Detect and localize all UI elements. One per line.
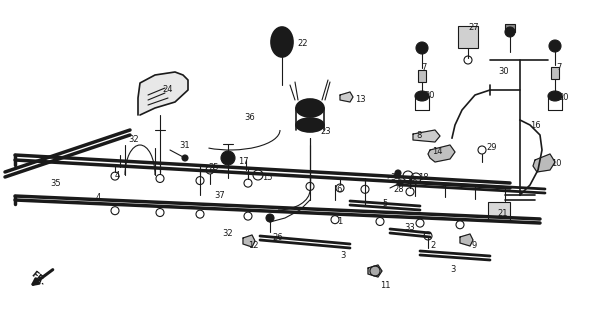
Text: 18: 18	[418, 173, 429, 182]
Ellipse shape	[296, 99, 324, 117]
Text: 4: 4	[96, 194, 101, 203]
Bar	[488, 202, 510, 220]
Circle shape	[505, 27, 515, 37]
Text: 37: 37	[214, 190, 225, 199]
Text: 1: 1	[337, 218, 342, 227]
Text: 22: 22	[297, 38, 308, 47]
Text: 34: 34	[390, 173, 400, 182]
Circle shape	[221, 151, 235, 165]
Text: 26: 26	[272, 233, 282, 242]
Circle shape	[397, 180, 403, 186]
Text: 3: 3	[340, 251, 345, 260]
Bar	[488, 202, 510, 220]
Text: 17: 17	[238, 156, 249, 165]
Text: 20: 20	[424, 91, 435, 100]
Text: 29: 29	[486, 143, 497, 153]
Ellipse shape	[415, 91, 429, 101]
Circle shape	[266, 214, 274, 222]
Polygon shape	[460, 234, 473, 246]
Bar	[458, 26, 478, 48]
Text: 5: 5	[382, 198, 387, 207]
Text: 30: 30	[498, 68, 508, 76]
Text: 31: 31	[179, 140, 190, 149]
Text: 12: 12	[248, 241, 258, 250]
Ellipse shape	[271, 27, 293, 57]
Text: 6: 6	[336, 186, 341, 195]
Polygon shape	[533, 154, 555, 172]
Text: 20: 20	[558, 92, 569, 101]
Text: 36: 36	[244, 114, 255, 123]
Text: 4: 4	[115, 172, 120, 180]
Polygon shape	[340, 92, 353, 102]
Text: 24: 24	[162, 85, 173, 94]
Circle shape	[182, 155, 188, 161]
Bar	[505, 24, 515, 32]
Text: 19: 19	[407, 179, 418, 188]
Text: 13: 13	[355, 95, 365, 105]
Text: 28: 28	[393, 186, 403, 195]
Text: 35: 35	[50, 179, 61, 188]
Polygon shape	[428, 145, 455, 162]
Text: 8: 8	[416, 132, 421, 140]
Ellipse shape	[296, 118, 324, 132]
Text: 14: 14	[432, 148, 443, 156]
Text: FR.: FR.	[29, 269, 47, 287]
Text: 10: 10	[551, 159, 561, 169]
Bar	[458, 26, 478, 48]
Text: 15: 15	[262, 173, 273, 182]
Polygon shape	[413, 130, 440, 142]
Bar	[505, 24, 515, 32]
Polygon shape	[368, 265, 382, 277]
Ellipse shape	[548, 91, 562, 101]
Bar	[418, 70, 426, 82]
Bar	[551, 67, 559, 79]
Circle shape	[416, 42, 428, 54]
Text: 32: 32	[222, 229, 233, 238]
Text: 7: 7	[556, 63, 561, 73]
Text: 23: 23	[320, 126, 330, 135]
Circle shape	[395, 170, 401, 176]
Text: 27: 27	[468, 23, 479, 33]
Text: 16: 16	[530, 122, 540, 131]
Bar	[551, 67, 559, 79]
Text: 3: 3	[450, 266, 456, 275]
Circle shape	[549, 40, 561, 52]
Text: 21: 21	[497, 210, 508, 219]
Text: 7: 7	[421, 63, 426, 73]
Text: 11: 11	[380, 282, 391, 291]
Polygon shape	[243, 235, 255, 247]
Text: 25: 25	[208, 164, 219, 172]
Text: 2: 2	[430, 242, 435, 251]
Text: 33: 33	[404, 223, 414, 233]
Text: 32: 32	[128, 135, 139, 145]
Text: 9: 9	[471, 242, 476, 251]
Bar	[418, 70, 426, 82]
Polygon shape	[138, 72, 188, 115]
